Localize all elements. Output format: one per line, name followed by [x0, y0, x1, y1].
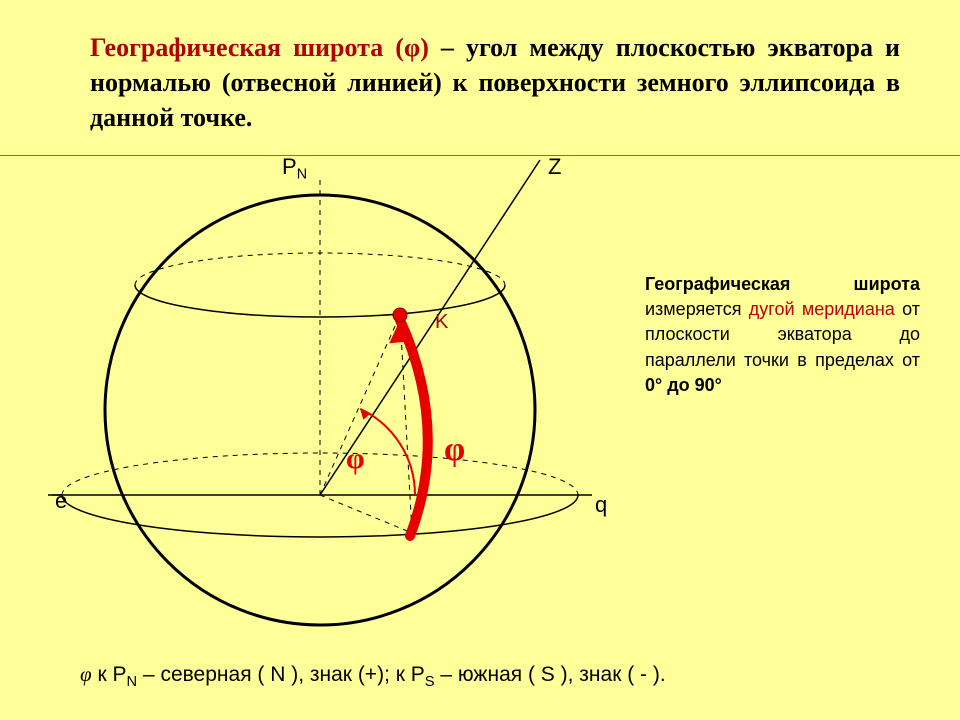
svg-text:φ: φ [444, 431, 465, 468]
bt-part3: – южная ( S ), знак ( - ). [435, 663, 666, 686]
svg-text:q: q [595, 492, 607, 517]
latitude-diagram: PN Z Ke q φ φ [40, 150, 640, 650]
bt-part1: к P [92, 663, 127, 686]
svg-text:K: K [435, 311, 449, 333]
svg-text:Z: Z [548, 154, 561, 179]
svg-text:e: e [55, 488, 67, 513]
title-block: Географическая широта (φ) – угол между п… [90, 30, 900, 135]
side-plain-1: измеряется [645, 299, 749, 319]
side-range-bold: 0° до 90° [645, 375, 722, 395]
bottom-caption: φ к PN – северная ( N ), знак (+); к PS … [80, 662, 666, 690]
side-red: дугой меридиана [749, 299, 902, 319]
side-description: Географическая широта измеряется дугой м… [645, 272, 920, 398]
svg-text:PN: PN [282, 154, 307, 182]
side-bold: Географическая широта [645, 274, 920, 294]
svg-text:φ: φ [346, 442, 365, 475]
bt-sub1: N [127, 674, 138, 690]
phi-symbol: φ [80, 662, 92, 686]
title-lead: Географическая широта (φ) [90, 33, 441, 62]
bt-sub2: S [425, 674, 435, 690]
bt-part2: – северная ( N ), знак (+); к P [137, 663, 425, 686]
